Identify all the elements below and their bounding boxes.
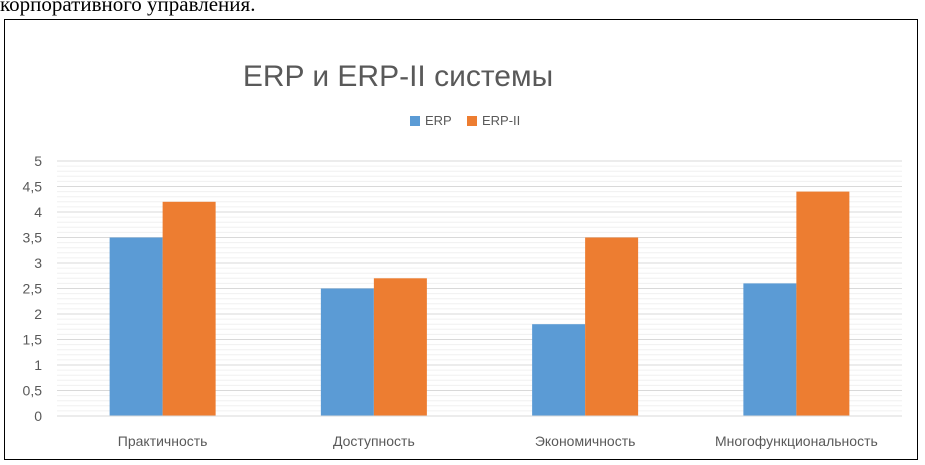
legend-swatch-erp-ii xyxy=(467,116,477,126)
y-tick-label: 2 xyxy=(34,306,42,322)
x-category-label: Практичность xyxy=(118,433,208,449)
bar-erp-ii-2 xyxy=(373,278,427,416)
chart-title: ERP и ERP-II системы xyxy=(243,60,553,93)
document-caption-fragment: корпоративного управления. xyxy=(0,0,256,16)
x-category-label: Экономичность xyxy=(535,433,636,449)
y-tick-label: 1 xyxy=(34,357,42,373)
y-tick-label: 0 xyxy=(34,408,42,424)
chart-legend: ERP ERP-II xyxy=(410,113,520,128)
y-tick-label: 4 xyxy=(34,204,42,220)
y-tick-label: 0,5 xyxy=(23,383,43,399)
y-tick-label: 3 xyxy=(34,255,42,271)
legend-swatch-erp xyxy=(410,116,420,126)
bar-erp-2 xyxy=(320,288,374,416)
y-tick-label: 4,5 xyxy=(23,179,43,195)
y-tick-label: 5 xyxy=(34,153,42,169)
chart-bars xyxy=(109,191,850,416)
y-tick-label: 3,5 xyxy=(23,230,43,246)
legend-label-erp-ii: ERP-II xyxy=(482,113,520,128)
x-category-label: Многофункциональность xyxy=(715,433,878,449)
x-axis-labels: Практичность Доступность Экономичность Мног… xyxy=(118,433,878,449)
bar-erp-1 xyxy=(109,237,163,416)
y-tick-label: 2,5 xyxy=(23,281,43,297)
bar-erp-ii-1 xyxy=(162,201,216,416)
y-tick-label: 1,5 xyxy=(23,332,43,348)
x-category-label: Доступность xyxy=(333,433,415,449)
y-axis-ticks: 0 0,5 1 1,5 2 2,5 3 3,5 4 4,5 5 xyxy=(23,153,43,424)
bar-erp-ii-4 xyxy=(796,191,850,416)
bar-erp-3 xyxy=(532,324,586,416)
bar-erp-ii-3 xyxy=(585,237,639,416)
bar-erp-4 xyxy=(743,283,797,416)
legend-label-erp: ERP xyxy=(425,113,452,128)
